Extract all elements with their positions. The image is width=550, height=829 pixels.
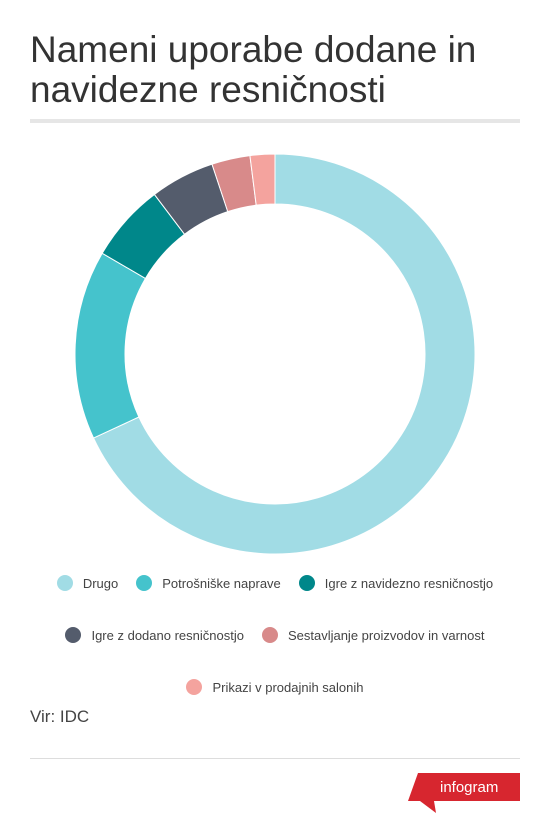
legend-item: Sestavljanje proizvodov in varnost [261,626,485,644]
legend-label: Igre z navidezno resničnostjo [324,575,494,591]
legend-label: Drugo [82,575,119,591]
legend-swatch [298,575,315,591]
legend-swatch [186,679,203,695]
legend-label: Igre z dodano resničnostjo [91,627,244,643]
legend-label: Sestavljanje proizvodov in varnost [287,627,485,643]
legend-label: Potrošniške naprave [162,575,281,591]
legend-swatch [261,627,278,643]
legend-swatch [56,575,73,591]
donut-chart [74,153,476,555]
donut-slice [92,153,476,555]
legend-swatch [136,575,153,591]
brand-text: infogram [440,779,498,796]
brand-logo: infogram [408,773,520,813]
brand-badge [408,773,520,813]
source: Vir: IDC [30,707,90,726]
legend-item: Igre z navidezno resničnostjo [298,574,494,592]
title-rule [30,119,520,123]
legend-item: Igre z dodano resničnostjo [65,626,244,644]
chart-title: Nameni uporabe dodane in navidezne resni… [30,29,477,110]
legend-swatch [65,627,82,643]
legend-item: Drugo [56,574,119,592]
donut-slice [74,252,147,439]
donut-slice [249,153,276,206]
legend: Drugo Potrošniške naprave Igre z navidezno… [40,574,510,696]
legend-item: Potrošniške naprave [136,574,281,592]
legend-label: Prikazi v prodajnih salonih [212,679,364,695]
legend-item: Prikazi v prodajnih salonih [186,678,364,696]
footer-rule [30,758,520,759]
